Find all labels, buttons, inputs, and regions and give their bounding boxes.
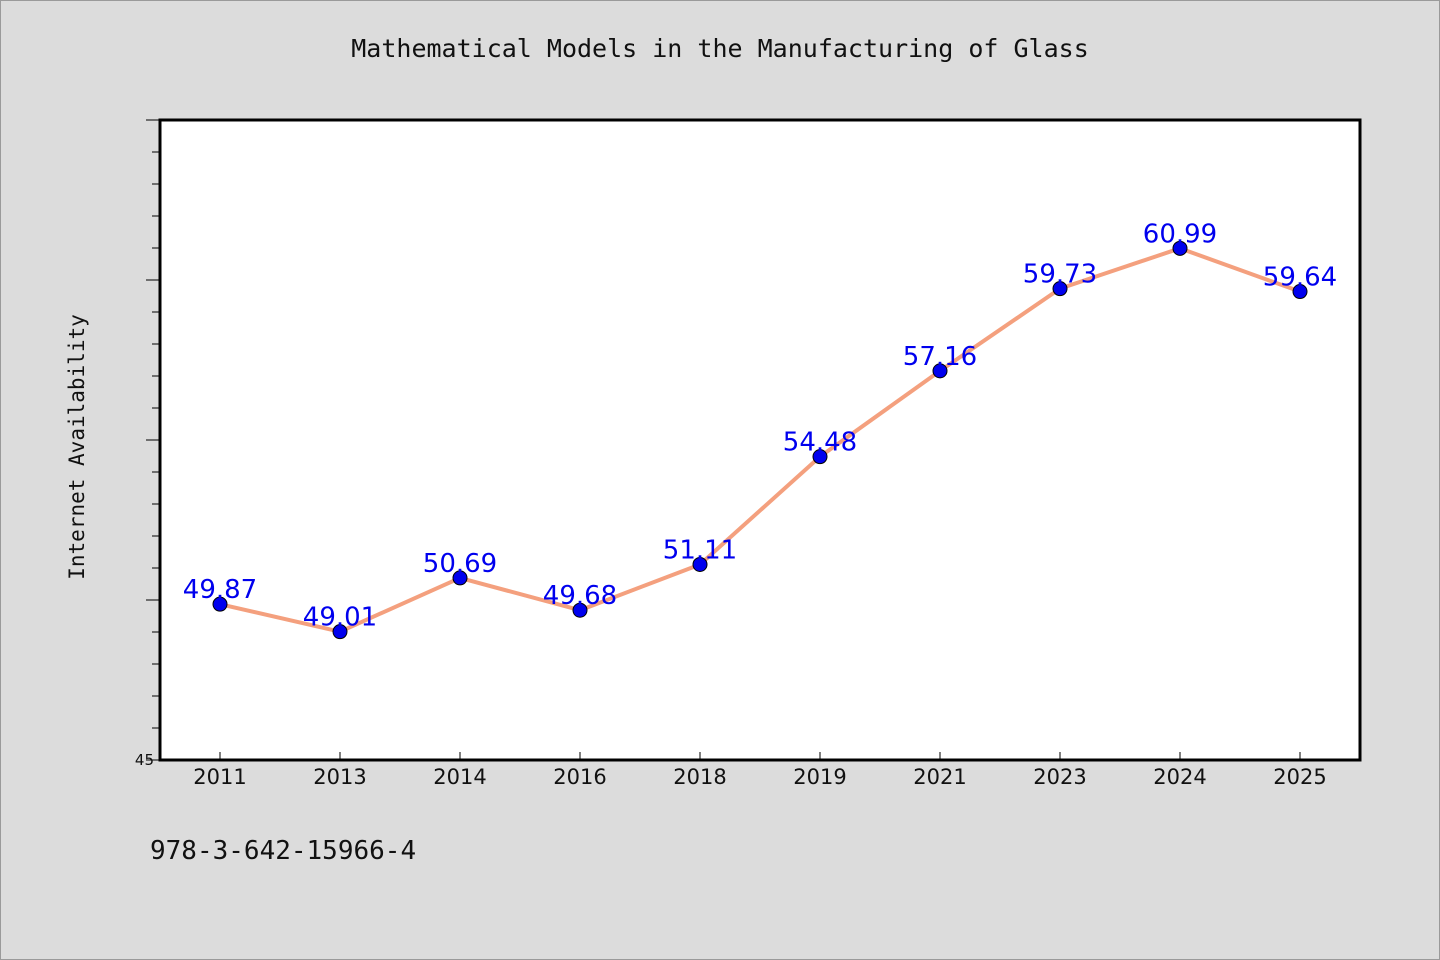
data-label: 59.73 [1023, 260, 1097, 290]
data-point [812, 449, 828, 465]
data-label: 57.16 [903, 342, 977, 372]
data-label: 60.99 [1143, 219, 1217, 249]
x-tick-label: 2023 [1033, 765, 1086, 789]
data-point [932, 363, 948, 379]
x-tick-label: 2016 [553, 765, 606, 789]
series-line [219, 246, 1301, 634]
data-label: 59.64 [1263, 263, 1337, 293]
data-point [452, 570, 468, 586]
data-point [692, 556, 708, 572]
data-label: 51.11 [663, 535, 737, 565]
data-point [332, 624, 348, 640]
isbn-footer: 978-3-642-15966-4 [150, 836, 417, 866]
x-tick-label: 2024 [1153, 765, 1206, 789]
data-point [1052, 281, 1068, 297]
data-label: 49.68 [543, 581, 617, 611]
data-label: 49.01 [303, 603, 377, 633]
x-tick-label: 2013 [313, 765, 366, 789]
data-label: 49.87 [183, 575, 257, 605]
data-point [212, 596, 228, 612]
data-point [1292, 284, 1308, 300]
x-tick-label: 2019 [793, 765, 846, 789]
x-tick-label: 2021 [913, 765, 966, 789]
x-tick-label: 2025 [1273, 765, 1326, 789]
data-label: 54.48 [783, 428, 857, 458]
data-label: 50.69 [423, 549, 497, 579]
data-point [572, 602, 588, 618]
y-tick-label: 45 [135, 751, 154, 769]
x-tick-label: 2018 [673, 765, 726, 789]
x-tick-label: 2011 [193, 765, 246, 789]
chart-title: Mathematical Models in the Manufacturing… [351, 34, 1089, 63]
plot-area [158, 118, 1362, 762]
data-point [1172, 240, 1188, 256]
x-tick-label: 2014 [433, 765, 486, 789]
